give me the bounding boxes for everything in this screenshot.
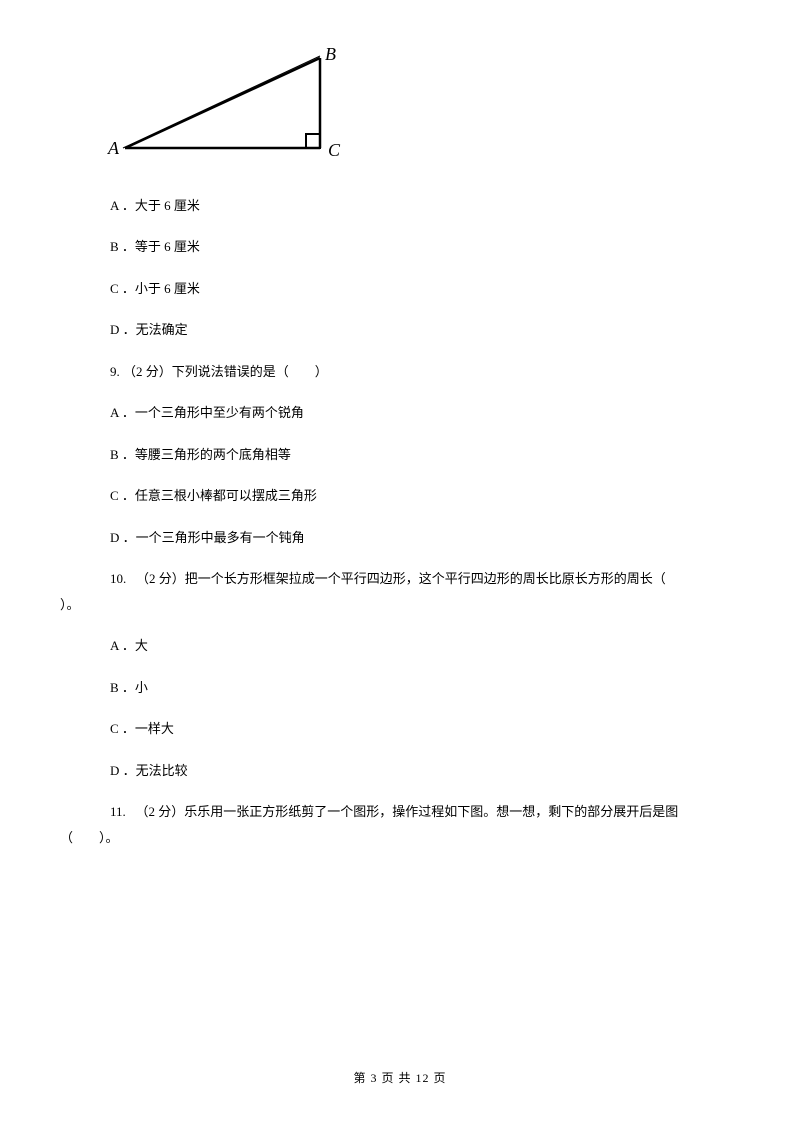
page-footer: 第 3 页 共 12 页 <box>0 1069 800 1087</box>
q9-option-a: A ．一个三角形中至少有两个锐角 <box>110 403 740 423</box>
q10-option-b: B ．小 <box>110 678 740 698</box>
q8-option-a: A ．大于 6 厘米 <box>110 196 740 216</box>
q11-stem-wrap: （ ）。 <box>60 828 740 848</box>
q10-stem-wrap: ）。 <box>60 595 740 615</box>
q9-option-c: C ．任意三根小棒都可以摆成三角形 <box>110 486 740 506</box>
q8-option-d: D ．无法确定 <box>110 320 740 340</box>
q10-option-c: C ．一样大 <box>110 719 740 739</box>
vertex-c-label: C <box>328 140 341 160</box>
q11-stem: 11. （2 分）乐乐用一张正方形纸剪了一个图形，操作过程如下图。想一想，剩下的… <box>110 802 740 822</box>
triangle-svg: A B C <box>100 40 350 165</box>
q9-option-d: D ．一个三角形中最多有一个钝角 <box>110 528 740 548</box>
q10-option-a: A ．大 <box>110 636 740 656</box>
q10-stem: 10. （2 分）把一个长方形框架拉成一个平行四边形，这个平行四边形的周长比原长… <box>110 569 740 589</box>
q10-option-d: D ．无法比较 <box>110 761 740 781</box>
page-content: A B C A ．大于 6 厘米 B ．等于 6 厘米 C ．小于 6 厘米 D… <box>60 40 740 847</box>
q8-option-b: B ．等于 6 厘米 <box>110 237 740 257</box>
vertex-a-label: A <box>107 138 120 158</box>
triangle-figure: A B C <box>100 40 740 171</box>
vertex-b-label: B <box>325 44 336 64</box>
q8-option-c: C ．小于 6 厘米 <box>110 279 740 299</box>
q9-stem: 9. （2 分）下列说法错误的是（ ） <box>110 362 740 382</box>
q9-option-b: B ．等腰三角形的两个底角相等 <box>110 445 740 465</box>
